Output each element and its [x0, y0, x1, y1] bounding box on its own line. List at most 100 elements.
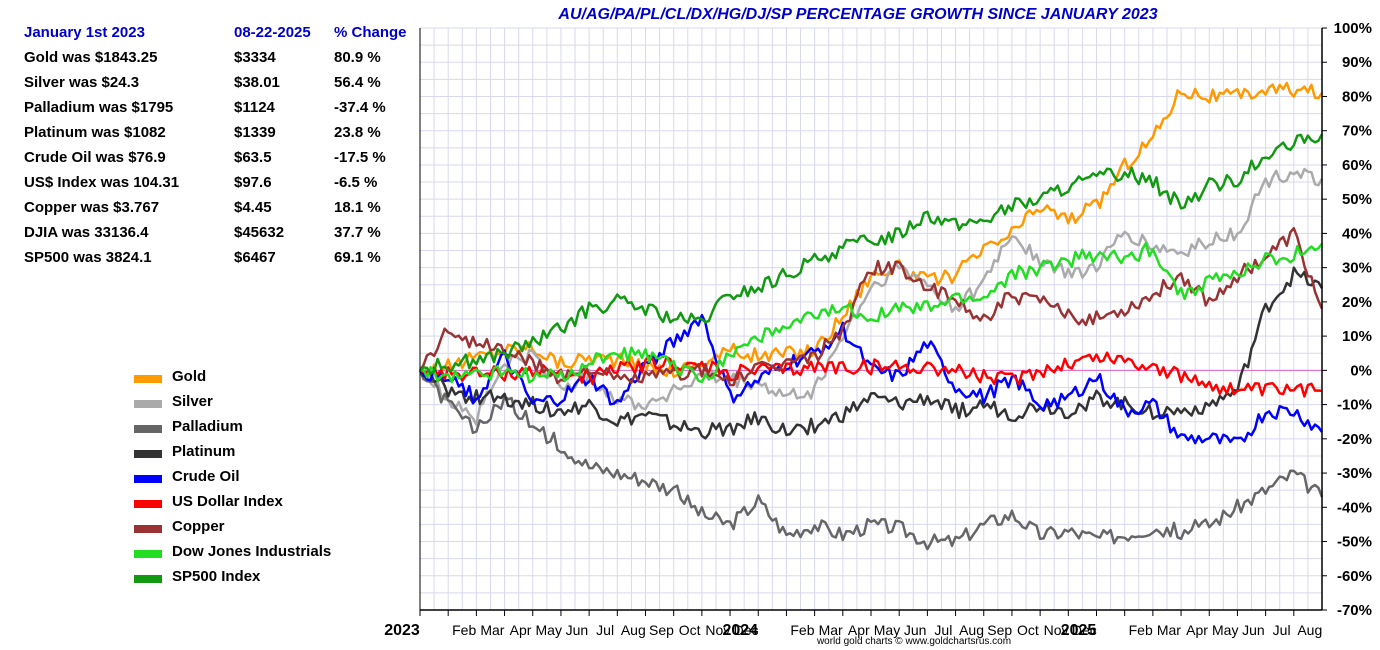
x-tick-label: Apr: [848, 622, 870, 638]
summary-row-label: US$ Index was 104.31: [24, 174, 180, 191]
grid-lines: [419, 27, 1323, 611]
series-line-platinum: [418, 266, 1324, 440]
x-tick-label: Sep: [987, 622, 1012, 638]
x-tick-label: Apr: [1186, 622, 1208, 638]
legend-swatch: [134, 575, 162, 583]
x-tick-label: Aug: [1297, 622, 1322, 638]
x-tick-label: May: [874, 622, 900, 638]
x-tick-label: Jun: [566, 622, 589, 638]
legend-label: US Dollar Index: [172, 493, 283, 510]
y-tick-label: -20%: [1337, 431, 1372, 448]
x-tick-label: Jun: [904, 622, 927, 638]
summary-row-label: Copper was $3.767: [24, 199, 160, 216]
x-tick-label: Mar: [819, 622, 843, 638]
y-tick-label: -30%: [1337, 465, 1372, 482]
x-tick-label: May: [1212, 622, 1238, 638]
summary-row-label: Palladium was $1795: [24, 99, 174, 116]
y-tick-label: -40%: [1337, 499, 1372, 516]
series-line-silver: [418, 167, 1324, 426]
x-tick-label: Mar: [480, 622, 504, 638]
summary-row-change: 69.1 %: [334, 249, 381, 266]
x-tick-label: May: [536, 622, 562, 638]
x-tick-label: Jul: [1273, 622, 1291, 638]
y-tick-label: 30%: [1342, 260, 1372, 277]
series-line-crude-oil: [419, 313, 1324, 445]
series-line-palladium: [418, 369, 1324, 551]
summary-row-price: $38.01: [234, 74, 280, 91]
legend-swatch: [134, 425, 162, 433]
legend-swatch: [134, 375, 162, 383]
summary-row-change: 23.8 %: [334, 124, 381, 141]
legend-label: SP500 Index: [172, 568, 261, 585]
x-tick-label: Jun: [1242, 622, 1265, 638]
chart-title: AU/AG/PA/PL/CL/DX/HG/DJ/SP PERCENTAGE GR…: [557, 6, 1157, 23]
summary-row-change: -37.4 %: [334, 99, 386, 116]
summary-row-price: $97.6: [234, 174, 272, 191]
x-tick-label: Oct: [679, 622, 701, 638]
x-tick-label: Feb: [452, 622, 476, 638]
summary-row-label: Crude Oil was $76.9: [24, 149, 166, 166]
summary-row-label: DJIA was 33136.4: [24, 224, 149, 241]
x-tick-label: Dec: [734, 622, 759, 638]
y-tick-label: 90%: [1342, 54, 1372, 71]
legend-label: Dow Jones Industrials: [172, 543, 332, 560]
x-tick-label: Aug: [959, 622, 984, 638]
x-axis-labels: 2023 Feb Mar Apr May Jun Jul Aug Sep Oct Nov Dec202…: [384, 610, 1322, 639]
series-line-gold: [418, 81, 1324, 379]
series-lines: [418, 81, 1324, 551]
legend-swatch: [134, 525, 162, 533]
x-tick-label: Mar: [1157, 622, 1181, 638]
summary-row-price: $6467: [234, 249, 276, 266]
legend-label: Silver: [172, 393, 213, 410]
summary-header-base: January 1st 2023: [24, 24, 145, 41]
series-line-dow-jones-industrials: [419, 242, 1323, 384]
summary-row-price: $45632: [234, 224, 285, 241]
x-tick-label: Apr: [510, 622, 532, 638]
x-tick-label: Aug: [621, 622, 646, 638]
y-tick-label: 0%: [1350, 362, 1372, 379]
y-tick-label: 20%: [1342, 294, 1372, 311]
y-axis-labels: 100% 90% 80% 70% 60% 50% 40% 30% 20% 10% 0% -10% -20…: [1322, 20, 1372, 619]
summary-row-change: 56.4 %: [334, 74, 381, 91]
summary-row-change: -17.5 %: [334, 149, 386, 166]
x-tick-label: 2024: [722, 622, 758, 639]
summary-row-change: 80.9 %: [334, 49, 381, 66]
x-tick-label: Sep: [649, 622, 674, 638]
y-tick-label: 50%: [1342, 191, 1372, 208]
x-tick-label: Nov: [705, 622, 730, 638]
legend-label: Gold: [172, 368, 207, 385]
x-tick-label: Jul: [934, 622, 952, 638]
y-tick-label: 100%: [1334, 20, 1372, 37]
series-line-us-dollar-index: [419, 351, 1323, 398]
summary-header-date: 08-22-2025: [234, 24, 311, 41]
summary-row-price: $63.5: [234, 149, 272, 166]
legend-label: Crude Oil: [172, 468, 240, 485]
summary-row-price: $3334: [234, 49, 276, 66]
y-tick-label: 10%: [1342, 328, 1372, 345]
y-tick-label: 70%: [1342, 123, 1372, 140]
legend-swatch: [134, 450, 162, 458]
summary-row-label: Platinum was $1082: [24, 124, 166, 141]
summary-row-price: $1124: [234, 99, 275, 116]
summary-row-label: Gold was $1843.25: [24, 49, 158, 66]
y-tick-label: -10%: [1337, 397, 1372, 414]
y-tick-label: -60%: [1337, 568, 1372, 585]
x-tick-label: Nov: [1044, 622, 1069, 638]
y-tick-label: 60%: [1342, 157, 1372, 174]
summary-row-label: SP500 was 3824.1: [24, 249, 152, 266]
x-tick-label: 2023: [384, 622, 420, 639]
summary-header-change: % Change: [334, 24, 407, 41]
y-tick-label: -70%: [1337, 602, 1372, 619]
y-tick-label: 40%: [1342, 225, 1372, 242]
legend-swatch: [134, 400, 162, 408]
legend-label: Platinum: [172, 443, 236, 460]
footer-credit: world gold charts © www.goldchartsrus.co…: [816, 636, 1012, 647]
y-tick-label: 80%: [1342, 88, 1372, 105]
legend-swatch: [134, 475, 162, 483]
x-tick-label: Feb: [1129, 622, 1153, 638]
summary-row-price: $1339: [234, 124, 276, 141]
x-tick-label: Feb: [790, 622, 814, 638]
summary-row-change: 37.7 %: [334, 224, 381, 241]
x-tick-label: 2025: [1061, 622, 1097, 639]
legend-swatch: [134, 550, 162, 558]
